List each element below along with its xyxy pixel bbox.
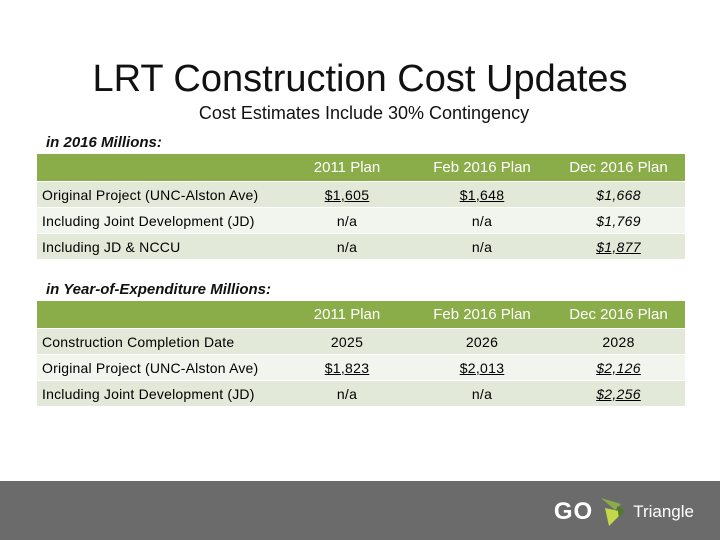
page-title: LRT Construction Cost Updates xyxy=(92,58,628,100)
footer-bar: GO Triangle xyxy=(0,481,720,540)
cell-feb-2016-plan: 2026 xyxy=(412,328,552,355)
header-dec-2016-plan: Dec 2016 Plan xyxy=(552,154,685,182)
table-row: Construction Completion Date 2025 2026 2… xyxy=(37,328,685,355)
logo-go-text: GO xyxy=(553,498,594,525)
table-header-row: 2011 Plan Feb 2016 Plan Dec 2016 Plan xyxy=(37,154,685,182)
cell-dec-2016-plan: $2,256 xyxy=(552,380,685,406)
row-label: Including Joint Development (JD) xyxy=(37,207,282,234)
cell-feb-2016-plan: n/a xyxy=(412,207,552,234)
section-label-2016-millions: in 2016 Millions: xyxy=(46,134,162,151)
cell-2011-plan: $1,823 xyxy=(282,354,412,381)
table-yoe-millions: 2011 Plan Feb 2016 Plan Dec 2016 Plan Co… xyxy=(37,301,685,406)
header-feb-2016-plan: Feb 2016 Plan xyxy=(412,301,552,329)
cell-2011-plan: n/a xyxy=(282,233,412,259)
cell-feb-2016-plan: $2,013 xyxy=(412,354,552,381)
table-row: Original Project (UNC-Alston Ave) $1,605… xyxy=(37,181,685,208)
cell-dec-2016-plan: 2028 xyxy=(552,328,685,355)
table-header-row: 2011 Plan Feb 2016 Plan Dec 2016 Plan xyxy=(37,301,685,329)
logo-triangle-text: Triangle xyxy=(633,502,694,521)
go-triangle-logo-icon xyxy=(601,498,626,526)
cell-2011-plan: 2025 xyxy=(282,328,412,355)
cell-dec-2016-plan: $1,769 xyxy=(552,207,685,234)
cell-dec-2016-plan: $1,668 xyxy=(552,181,685,208)
table-row: Including Joint Development (JD) n/a n/a… xyxy=(37,380,685,406)
table-row: Original Project (UNC-Alston Ave) $1,823… xyxy=(37,354,685,381)
cell-dec-2016-plan: $1,877 xyxy=(552,233,685,259)
table-2016-millions: 2011 Plan Feb 2016 Plan Dec 2016 Plan Or… xyxy=(37,154,685,259)
go-triangle-logo: GO Triangle xyxy=(554,495,694,529)
table-row: Including JD & NCCU n/a n/a $1,877 xyxy=(37,233,685,259)
row-label: Including JD & NCCU xyxy=(37,233,282,259)
cell-2011-plan: n/a xyxy=(282,380,412,406)
cell-2011-plan: $1,605 xyxy=(282,181,412,208)
table-row: Including Joint Development (JD) n/a n/a… xyxy=(37,207,685,234)
page-subtitle: Cost Estimates Include 30% Contingency xyxy=(198,103,530,123)
row-label: Construction Completion Date xyxy=(37,328,282,355)
header-dec-2016-plan: Dec 2016 Plan xyxy=(552,301,685,329)
cell-feb-2016-plan: n/a xyxy=(412,380,552,406)
row-label: Original Project (UNC-Alston Ave) xyxy=(37,354,282,381)
row-label: Original Project (UNC-Alston Ave) xyxy=(37,181,282,208)
header-feb-2016-plan: Feb 2016 Plan xyxy=(412,154,552,182)
section-label-yoe-millions: in Year-of-Expenditure Millions: xyxy=(46,281,272,298)
cell-feb-2016-plan: n/a xyxy=(412,233,552,259)
cell-feb-2016-plan: $1,648 xyxy=(412,181,552,208)
header-2011-plan: 2011 Plan xyxy=(282,301,412,329)
header-2011-plan: 2011 Plan xyxy=(282,154,412,182)
header-blank-cell xyxy=(37,154,282,182)
row-label: Including Joint Development (JD) xyxy=(37,380,282,406)
cell-dec-2016-plan: $2,126 xyxy=(552,354,685,381)
cell-2011-plan: n/a xyxy=(282,207,412,234)
header-blank-cell xyxy=(37,301,282,329)
